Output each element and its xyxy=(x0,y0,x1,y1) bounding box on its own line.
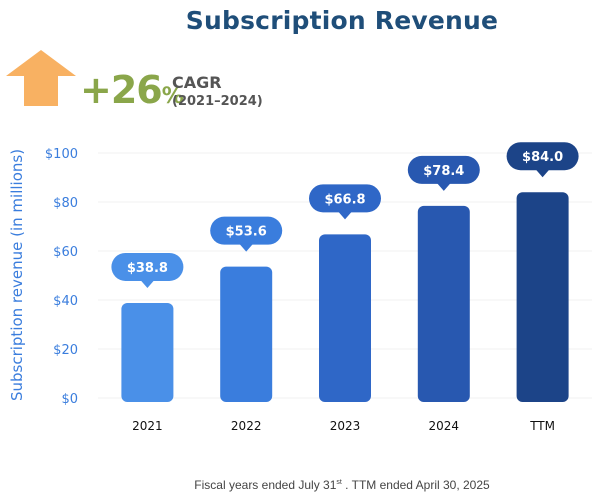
data-labels: $38.8 $53.6 $66.8 $78.4 $84.0 xyxy=(111,142,579,288)
bubble-pointer xyxy=(239,243,254,252)
bubble-pointer xyxy=(436,182,451,191)
bar xyxy=(516,192,569,402)
footnote-main: Fiscal years ended July 31 xyxy=(194,478,337,492)
y-tick-label: $40 xyxy=(53,294,78,309)
bar xyxy=(220,266,273,402)
cagr-number: +26 xyxy=(80,68,163,112)
x-tick-label: 2023 xyxy=(330,419,361,433)
cagr-value: +26% xyxy=(80,68,184,119)
bubble-shape xyxy=(506,142,579,171)
bar xyxy=(319,234,371,402)
y-axis-ticks: $0 $20 $40 $60 $80 $100 xyxy=(45,147,78,407)
data-label-bubble: $84.0 xyxy=(506,142,579,178)
x-tick-label: 2022 xyxy=(231,419,262,433)
bar xyxy=(417,205,470,402)
y-tick-label: $100 xyxy=(45,147,78,162)
bubble-pointer xyxy=(535,169,550,178)
data-label: $78.4 xyxy=(423,164,464,179)
y-tick-label: $60 xyxy=(53,245,78,260)
data-label: $66.8 xyxy=(324,192,365,207)
bar-chart: $0$20$40$60$80$100 $38.8$53.6$66.8$78.4$… xyxy=(8,142,592,433)
y-tick-label: $0 xyxy=(61,392,78,407)
bubble-pointer xyxy=(140,279,155,288)
bubble-shape xyxy=(111,252,184,281)
x-tick-label: TTM xyxy=(529,419,555,433)
x-tick-label: 2024 xyxy=(429,419,460,433)
bubble-shape xyxy=(407,155,480,184)
y-axis-label: Subscription revenue (in millions) xyxy=(8,149,26,401)
data-label: $38.8 xyxy=(127,261,168,276)
chart-title: Subscription Revenue xyxy=(185,6,499,35)
cagr-percent-sign: % xyxy=(161,84,184,109)
cagr-label: CAGR xyxy=(172,73,222,92)
y-tick-label: $20 xyxy=(53,343,78,358)
x-axis-ticks: 2021 2022 2023 2024 TTM xyxy=(132,419,555,433)
bar xyxy=(121,302,174,402)
footnote-superscript: st xyxy=(336,479,342,486)
bubble-pointer xyxy=(338,211,352,220)
up-arrow-shape xyxy=(6,50,76,106)
data-label-bubble: $78.4 xyxy=(407,155,480,191)
bubble-shape xyxy=(309,184,381,213)
footnote-rest: . TTM ended April 30, 2025 xyxy=(341,478,490,492)
cagr-period: (2021–2024) xyxy=(172,94,263,109)
footnote: Fiscal years ended July 31st . TTM ended… xyxy=(0,478,604,492)
data-label: $84.0 xyxy=(522,150,563,165)
data-label-bubble: $38.8 xyxy=(111,252,184,288)
x-tick-label: 2021 xyxy=(132,419,163,433)
data-label-bubble: $66.8 xyxy=(309,184,381,220)
bars xyxy=(121,192,569,402)
y-tick-label: $80 xyxy=(53,196,78,211)
data-label: $53.6 xyxy=(226,225,267,240)
up-arrow-icon xyxy=(6,50,76,106)
data-label-bubble: $53.6 xyxy=(210,216,283,252)
bubble-shape xyxy=(210,216,283,245)
